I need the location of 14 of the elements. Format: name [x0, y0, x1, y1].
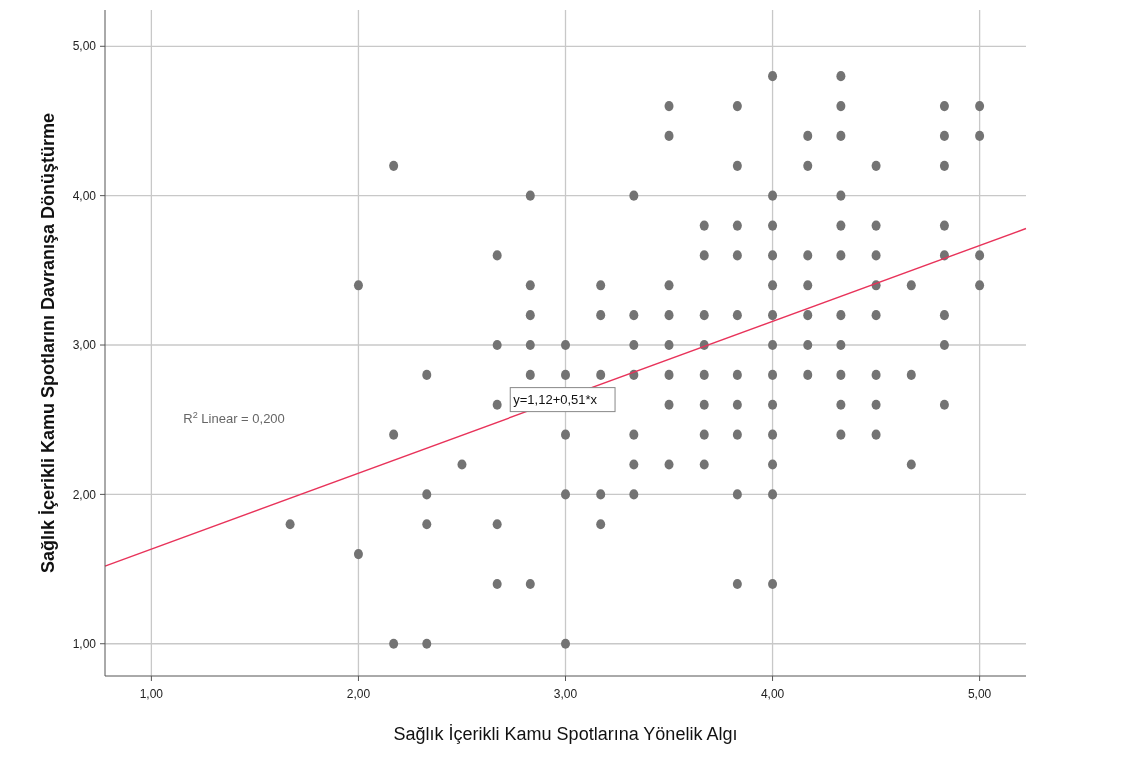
annotation: y=1,12+0,51*x [513, 392, 598, 408]
y-axis-title: Sağlık İçerikli Kamu Spotlarını Davranışa Dönüştürme [38, 112, 58, 574]
y-tick-label: 5,00 [72, 39, 97, 54]
x-axis-title: Sağlık İçerikli Kamu Spotlarına Yönelik Algı [393, 724, 738, 744]
x-tick-label: 2,00 [346, 687, 371, 701]
annotation: R$^{2}$ Linear = 0,200 [183, 409, 285, 426]
x-tick-label: 1,00 [139, 687, 164, 701]
x-tick-label: 5,00 [967, 687, 992, 701]
x-tick-label: 4,00 [760, 687, 785, 701]
y-tick-label: 3,00 [72, 338, 97, 353]
y-tick-label: 4,00 [72, 188, 97, 203]
y-tick-label: 2,00 [72, 487, 97, 502]
x-tick-label: 3,00 [553, 687, 578, 701]
y-tick-label: 1,00 [72, 636, 97, 651]
